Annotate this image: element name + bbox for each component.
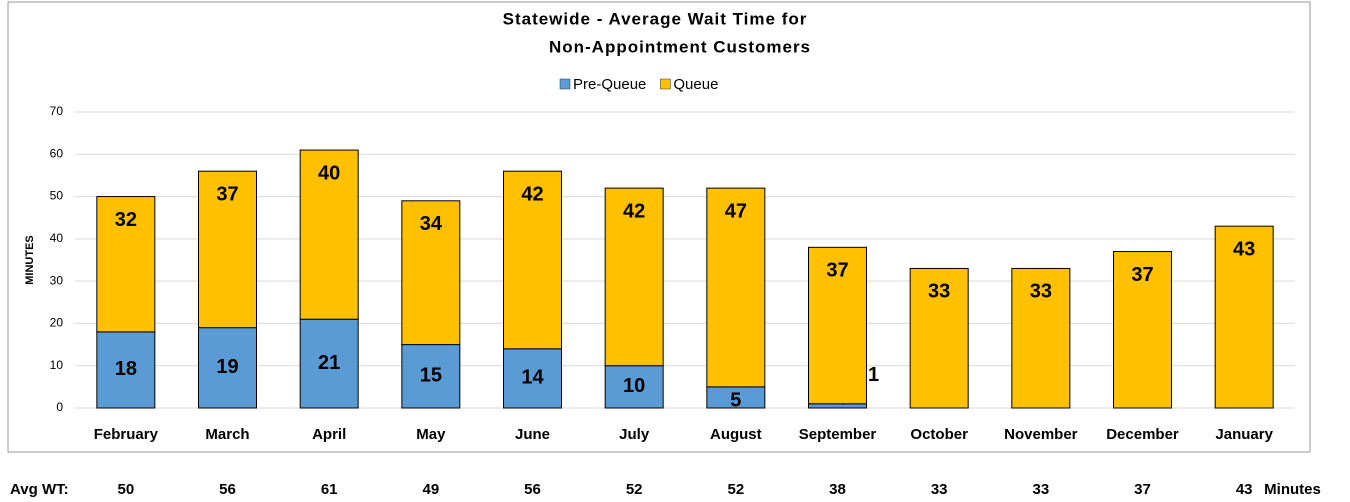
x-tick-label: February (94, 426, 159, 443)
bar-segment (808, 403, 867, 409)
data-label: 21 (318, 352, 340, 374)
footer-value: 56 (219, 481, 236, 498)
x-tick-label: December (1106, 426, 1179, 443)
bar-segment (503, 170, 562, 350)
y-tick-label: 20 (50, 316, 64, 330)
bar-segment (808, 246, 867, 405)
data-label: 19 (216, 356, 238, 378)
x-tick-label: August (710, 426, 762, 443)
chart-title: Statewide - Average Wait Time for (503, 9, 808, 28)
footer-value: 33 (931, 481, 948, 498)
footer-value: 49 (422, 481, 439, 498)
legend-label: Pre-Queue (573, 76, 646, 93)
bar-segment (1214, 225, 1274, 409)
x-tick-label: June (515, 426, 550, 443)
bar-segment (198, 170, 257, 329)
legend-swatch (660, 78, 671, 90)
footer-unit: Minutes (1264, 481, 1321, 498)
x-tick-label: September (799, 426, 877, 443)
footer-value: 52 (626, 481, 643, 498)
y-tick-label: 0 (56, 400, 63, 414)
legend-swatch (559, 78, 571, 90)
y-tick-label: 10 (50, 358, 64, 372)
data-label: 43 (1233, 238, 1255, 260)
footer-value: 50 (117, 481, 134, 498)
x-tick-label: March (205, 426, 249, 443)
data-label: 32 (115, 209, 137, 231)
bar-segment (604, 365, 664, 409)
data-label: 18 (115, 358, 137, 380)
footer-value: 52 (727, 481, 744, 498)
footer-label: Avg WT: (10, 481, 69, 498)
y-tick-label: 70 (50, 104, 64, 118)
data-label: 15 (420, 365, 442, 387)
data-label: 37 (826, 260, 848, 282)
x-tick-label: October (910, 426, 968, 443)
bar-segment (706, 187, 766, 388)
bar-segment (1113, 251, 1172, 409)
bar-segment (401, 344, 461, 409)
data-label: 33 (928, 281, 950, 303)
bar-segment (604, 187, 664, 367)
data-label: 10 (623, 375, 645, 397)
bar-segment (299, 149, 359, 320)
y-tick-label: 50 (50, 189, 64, 203)
data-label: 5 (730, 390, 741, 412)
bar-segment (96, 196, 156, 333)
bar-segment (198, 327, 257, 409)
y-axis-label: MINUTES (24, 235, 36, 285)
data-label: 33 (1030, 281, 1052, 303)
x-tick-label: November (1004, 426, 1078, 443)
chart-title: Non-Appointment Customers (549, 37, 811, 56)
data-label: 37 (1131, 264, 1153, 286)
bar-segment (909, 267, 969, 409)
footer-value: 37 (1134, 481, 1151, 498)
y-tick-label: 40 (50, 231, 64, 245)
footer-value: 38 (829, 481, 846, 498)
footer-value: 43 (1236, 481, 1253, 498)
data-label: 1 (868, 364, 879, 386)
bar-segment (503, 348, 562, 409)
data-label: 34 (420, 213, 443, 235)
data-label: 42 (623, 200, 645, 222)
bar-segment (96, 331, 156, 409)
y-tick-label: 30 (50, 273, 64, 287)
x-tick-label: July (619, 426, 650, 443)
x-tick-label: May (416, 426, 446, 443)
data-label: 40 (318, 162, 340, 184)
data-label: 47 (725, 200, 747, 222)
data-label: 37 (216, 183, 238, 205)
x-tick-label: January (1215, 426, 1273, 443)
footer-value: 33 (1032, 481, 1049, 498)
data-label: 42 (521, 183, 543, 205)
data-label: 14 (521, 367, 544, 389)
bar-segment (401, 200, 461, 346)
y-tick-label: 60 (50, 146, 64, 160)
bar-segment (1011, 267, 1071, 409)
x-tick-label: April (312, 426, 346, 443)
footer-value: 61 (321, 481, 338, 498)
footer-value: 56 (524, 481, 541, 498)
legend-label: Queue (673, 76, 718, 93)
